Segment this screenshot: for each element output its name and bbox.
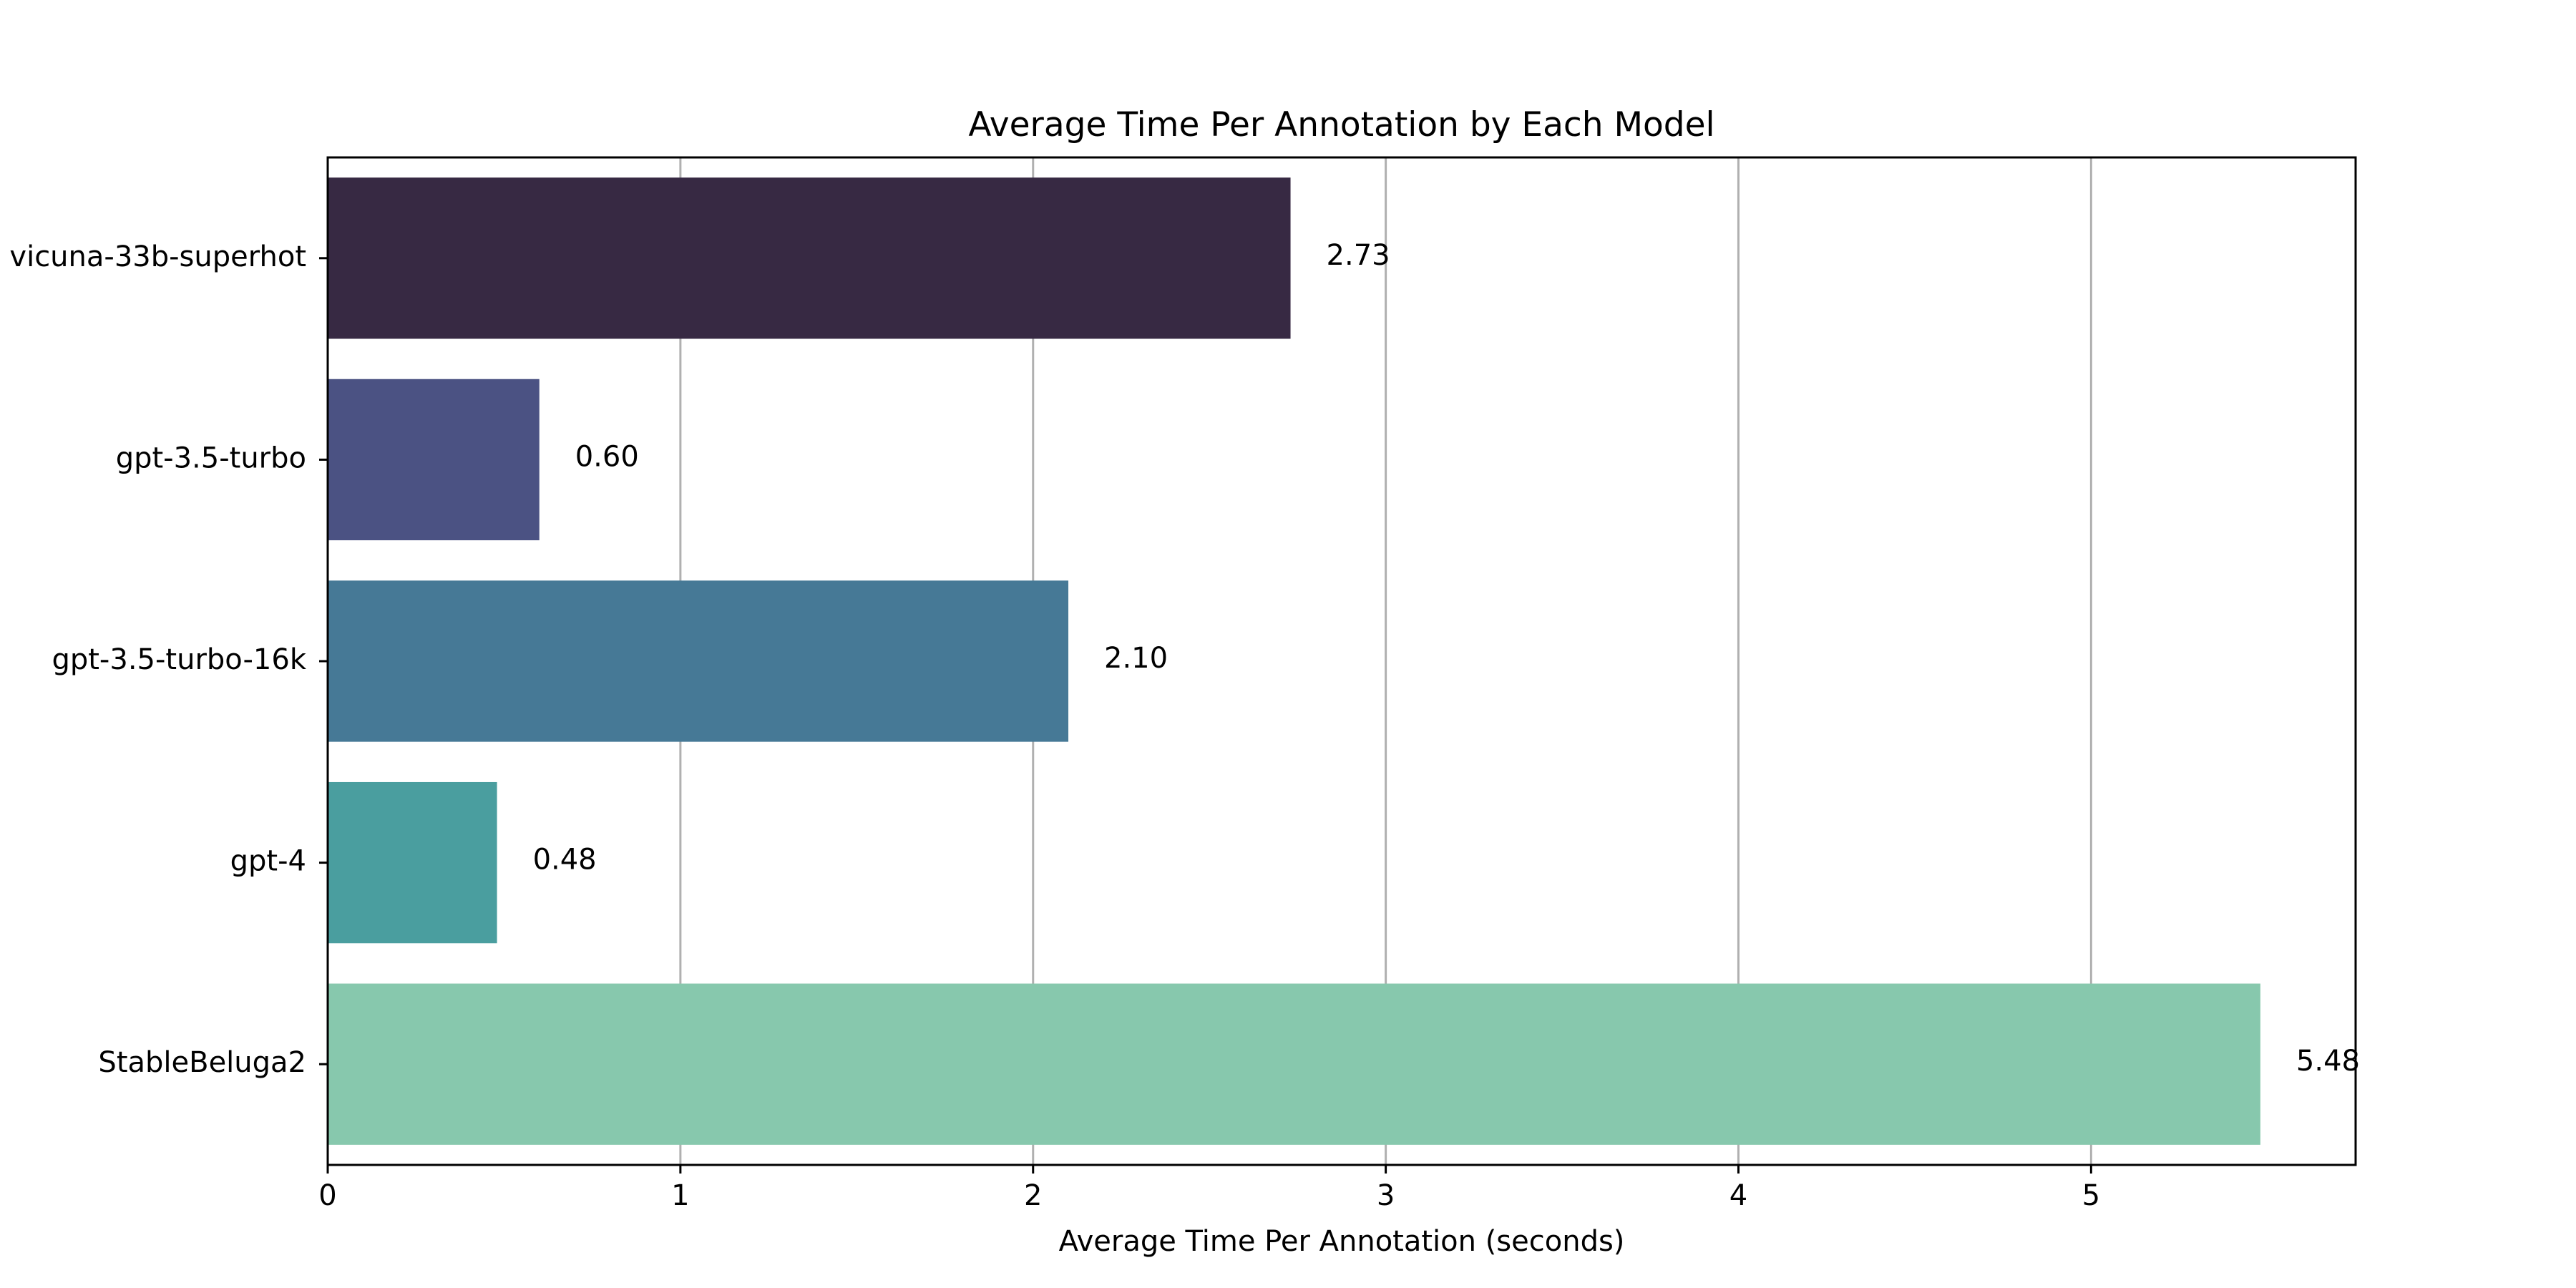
y-axis-ticks: vicuna-33b-superhot gpt-3.5-turbo gpt-3.5-…	[9, 240, 328, 1079]
value-label: 2.10	[1104, 642, 1168, 675]
value-label: 0.60	[575, 440, 639, 473]
x-tick-label: 2	[1024, 1179, 1042, 1212]
x-tick-label: 1	[671, 1179, 689, 1212]
data-labels: 2.73 0.60 2.10 0.48 5.48	[533, 239, 2360, 1078]
value-label: 5.48	[2296, 1045, 2360, 1078]
x-axis-label: Average Time Per Annotation (seconds)	[1059, 1225, 1625, 1258]
chart-title: Average Time Per Annotation by Each Mode…	[968, 105, 1714, 145]
bar-2	[328, 379, 540, 541]
x-tick-label: 0	[318, 1179, 336, 1212]
value-label: 0.48	[533, 844, 597, 877]
x-tick-label: 3	[1377, 1179, 1395, 1212]
category-label: vicuna-33b-superhot	[9, 240, 306, 273]
category-label: StableBeluga2	[98, 1046, 306, 1079]
bar-3	[328, 580, 1069, 742]
bar-1	[328, 177, 1291, 339]
category-label: gpt-3.5-turbo	[116, 441, 306, 474]
bar-5	[328, 983, 2260, 1145]
x-axis-ticks: 0 1 2 3 4 5	[318, 1165, 2100, 1212]
bar-4	[328, 781, 497, 944]
bars	[328, 177, 2260, 1145]
value-label: 2.73	[1327, 239, 1390, 272]
x-tick-label: 4	[1729, 1179, 1747, 1212]
category-label: gpt-3.5-turbo-16k	[52, 643, 306, 676]
category-label: gpt-4	[230, 845, 306, 878]
x-tick-label: 5	[2082, 1179, 2100, 1212]
